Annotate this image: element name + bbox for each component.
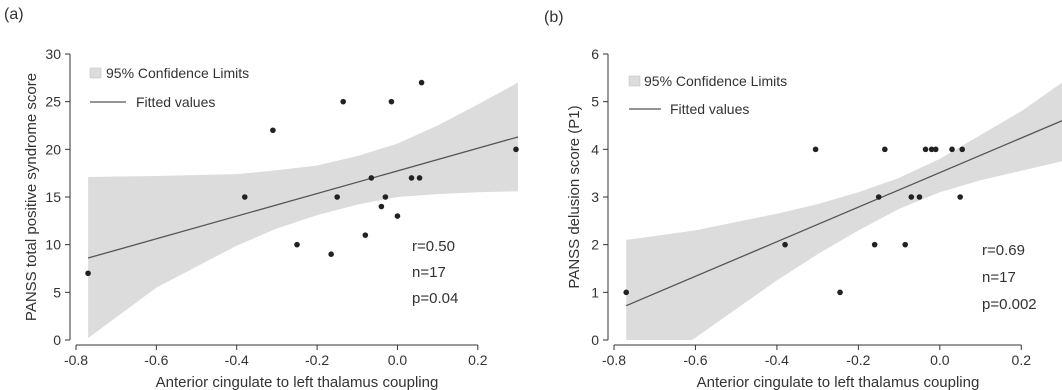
data-point [85, 270, 91, 277]
x-tick-label: 0.2 [1012, 352, 1032, 368]
data-point [328, 251, 334, 257]
data-point [916, 194, 923, 200]
y-tick-label: 6 [591, 46, 599, 62]
x-tick-label: -0.4 [765, 352, 789, 368]
data-point [957, 194, 963, 200]
data-point [362, 232, 369, 238]
data-point [340, 98, 347, 105]
data-point [922, 146, 929, 153]
data-point [812, 146, 819, 153]
data-point [959, 146, 966, 153]
legend-fit-label: Fitted values [136, 94, 215, 110]
data-point [623, 289, 630, 296]
data-point [837, 289, 843, 296]
data-point [513, 146, 519, 153]
y-tick-label: 1 [591, 284, 599, 300]
legend-ci-swatch [89, 67, 102, 79]
data-point [378, 203, 385, 210]
y-tick-label: 5 [591, 94, 599, 110]
data-point [875, 194, 882, 200]
data-point [949, 146, 955, 153]
confidence-band [626, 82, 1062, 340]
y-tick-label: 10 [45, 237, 61, 253]
data-point [408, 175, 415, 181]
y-axis-label: PANSS delusion score (P1) [566, 105, 583, 288]
stat-p: p=0.04 [412, 290, 458, 307]
data-point [294, 241, 300, 248]
x-tick-label: -0.8 [602, 352, 626, 368]
x-tick-label: -0.8 [64, 352, 88, 368]
stats-box: r=0.69 n=17 p=0.002 [982, 242, 1037, 313]
data-point [334, 194, 340, 200]
panel-label: (a) [4, 6, 24, 23]
fitted-line [87, 136, 518, 259]
x-axis-label: Anterior cingulate to left thalamus coup… [156, 374, 439, 390]
legend: 95% Confidence Limits Fitted values [628, 73, 787, 117]
stats-box: r=0.50 n=17 p=0.04 [412, 238, 458, 307]
data-point [270, 127, 276, 134]
x-tick-label: 0.0 [388, 352, 408, 368]
y-tick-label: 2 [591, 237, 599, 253]
data-point [382, 194, 389, 200]
data-point [368, 175, 375, 181]
stat-r: r=0.69 [982, 242, 1025, 259]
data-point [871, 241, 878, 248]
y-tick-label: 3 [591, 189, 599, 205]
y-tick-label: 15 [45, 189, 61, 205]
x-axis-label: Anterior cingulate to left thalamus coup… [697, 374, 980, 390]
y-tick-label: 25 [45, 94, 61, 110]
y-tick-label: 0 [53, 332, 61, 348]
data-point [932, 146, 939, 153]
chart-panel-b: (b) -0.8 -0.6 -0.4 -0.2 0.0 0.2 0 1 2 3 4 5 6 95% Co… [544, 9, 1062, 390]
y-tick-label: 30 [45, 46, 61, 62]
stat-r: r=0.50 [412, 238, 455, 255]
data-point [782, 241, 788, 248]
data-point [902, 241, 908, 248]
fitted-line [625, 120, 1062, 307]
data-point [882, 146, 888, 153]
stat-n: n=17 [982, 269, 1016, 286]
legend: 95% Confidence Limits Fitted values [89, 65, 249, 110]
data-point [241, 194, 248, 200]
x-tick-label: -0.6 [144, 352, 168, 368]
x-tick-label: 0.2 [468, 352, 488, 368]
stat-n: n=17 [412, 264, 446, 281]
confidence-band [88, 82, 518, 339]
x-tick-label: -0.4 [225, 352, 249, 368]
x-tick-label: -0.6 [683, 352, 707, 368]
data-point [908, 194, 915, 200]
data-point [416, 175, 423, 181]
x-tick-label: -0.2 [846, 352, 870, 368]
data-point [394, 213, 401, 219]
panel-label: (b) [544, 9, 564, 26]
y-tick-label: 0 [591, 332, 599, 348]
legend-fit-label: Fitted values [670, 101, 749, 117]
x-tick-label: -0.2 [305, 352, 329, 368]
x-tick-label: 0.0 [930, 352, 950, 368]
legend-ci-label: 95% Confidence Limits [106, 65, 249, 81]
y-tick-label: 20 [45, 141, 61, 157]
data-point [418, 79, 425, 86]
y-tick-label: 5 [53, 284, 61, 300]
y-tick-label: 4 [591, 141, 599, 157]
data-point [928, 146, 935, 153]
chart-panel-a: (a) -0.8 -0.6 -0.4 -0.2 0.0 0.2 0 5 10 15 20 25 30 9… [4, 6, 519, 390]
data-point [388, 98, 395, 105]
stat-p: p=0.002 [982, 296, 1037, 313]
legend-ci-label: 95% Confidence Limits [644, 73, 787, 89]
y-axis-label: PANSS total positive syndrome score [23, 73, 40, 321]
legend-ci-swatch [628, 75, 641, 87]
